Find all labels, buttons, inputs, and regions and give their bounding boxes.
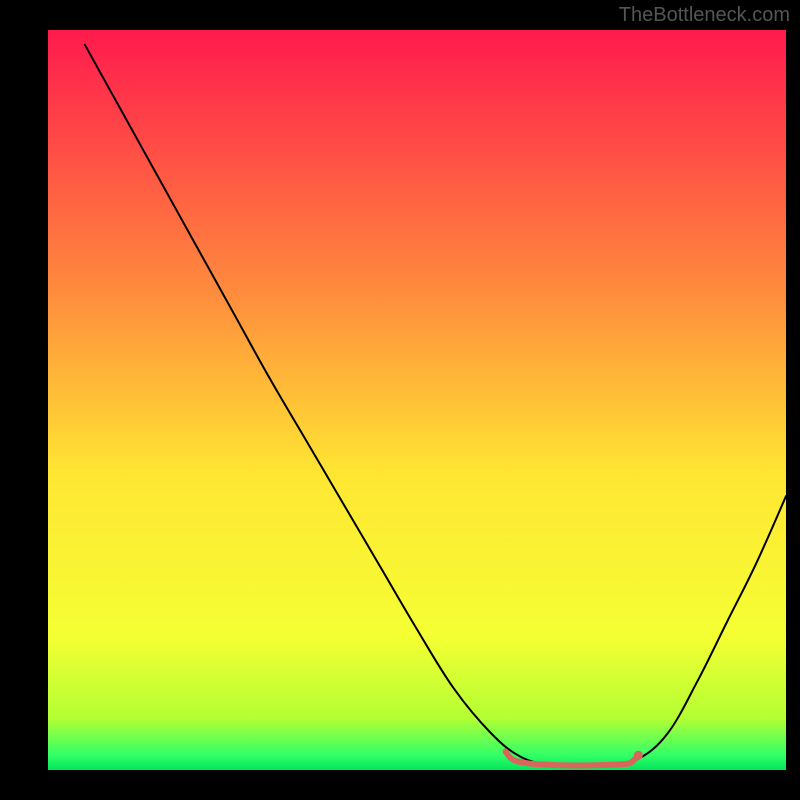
watermark-text: TheBottleneck.com: [619, 4, 790, 27]
chart-svg: [0, 0, 800, 800]
bottleneck-chart: [0, 0, 800, 800]
